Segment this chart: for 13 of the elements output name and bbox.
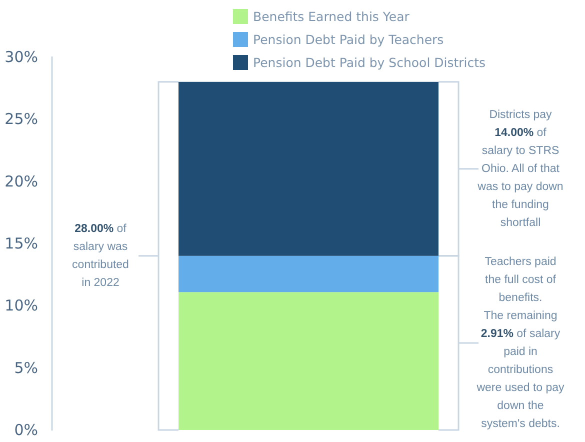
text: Districts pay 14.00% of salary to STRS Ohio. All of that was to pay down the funding shortfall [476, 108, 564, 229]
text: Teachers paid the full cost of benefits. The remaining 2.91% of salary paid in contributions were used to pay down the system's debts. [476, 256, 564, 430]
y-tick-label: 30% [4, 48, 38, 66]
y-tick-label: 20% [4, 172, 38, 190]
y-tick-label: 25% [4, 110, 38, 128]
y-tick-label: 10% [4, 296, 38, 315]
legend-label: Benefits Earned this Year [253, 9, 410, 24]
y-tick-label: 0% [14, 421, 38, 439]
y-tick-label: 5% [14, 358, 38, 377]
legend-label: Pension Debt Paid by Teachers [253, 32, 444, 47]
y-tick-label: 15% [4, 234, 38, 252]
text: 28.00% of salary was contributed in 2022 [72, 222, 129, 289]
legend-label: Pension Debt Paid by School Districts [253, 55, 486, 70]
